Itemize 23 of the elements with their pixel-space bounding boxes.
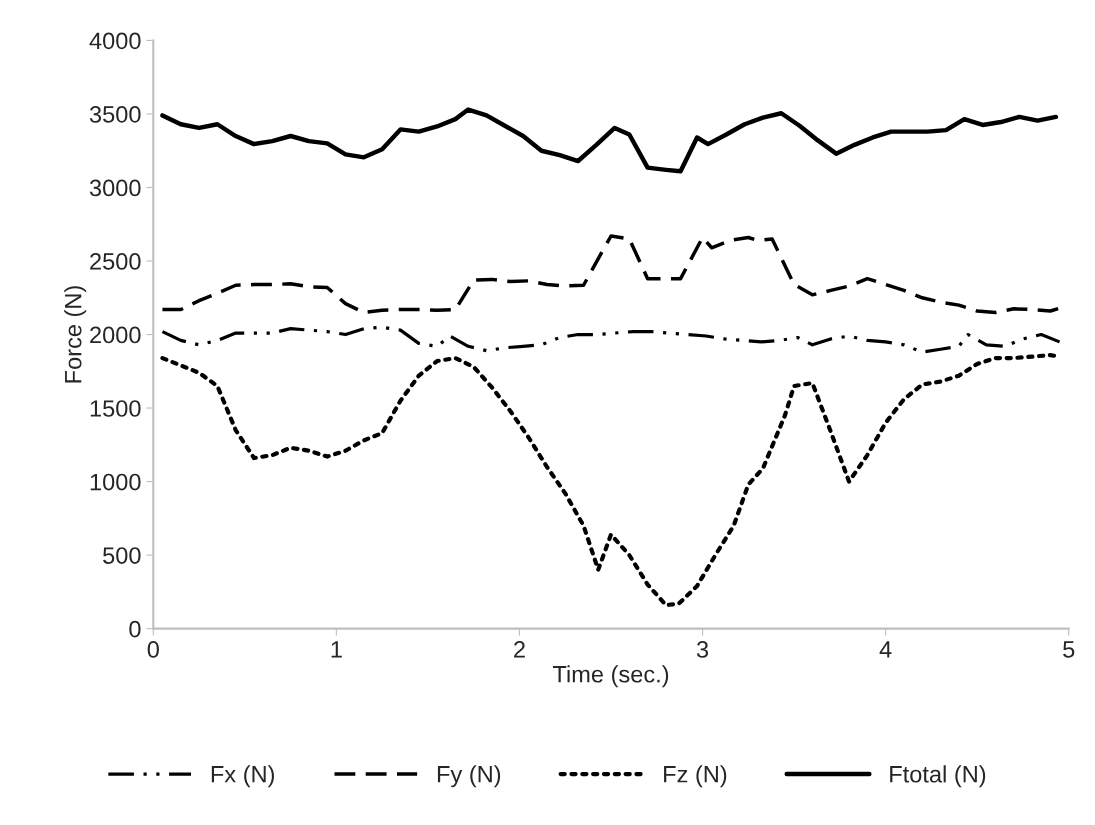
line-series — [160, 107, 1059, 174]
line-series — [160, 325, 1062, 354]
legend-label: Fz (N) — [664, 765, 727, 788]
x-tick-label: 3 — [696, 641, 709, 658]
legend-label: Fy (N) — [437, 765, 501, 788]
y-tick-label: 1000 — [90, 473, 141, 491]
y-axis-title: Force (N) — [64, 286, 87, 383]
x-axis-title: Time (sec.) — [552, 665, 669, 688]
y-tick-label: 3500 — [89, 106, 141, 123]
y-tick-label: 4000 — [89, 32, 141, 50]
y-tick-label: 2000 — [90, 326, 141, 344]
y-tick-label: 0 — [129, 620, 141, 638]
y-tick-label: 500 — [103, 547, 141, 564]
x-tick-label: 4 — [879, 641, 892, 658]
x-tick-label: 1 — [331, 641, 342, 658]
x-tick-label: 0 — [147, 641, 159, 658]
x-tick-label: 5 — [1063, 641, 1075, 658]
y-tick-label: 3000 — [89, 179, 141, 197]
y-tick-label: 2500 — [90, 253, 141, 270]
legend-label: Fx (N) — [211, 765, 274, 788]
y-tick-label: 1500 — [90, 400, 141, 417]
x-tick-label: 2 — [514, 641, 525, 658]
legend-label: Ftotal (N) — [890, 765, 986, 788]
